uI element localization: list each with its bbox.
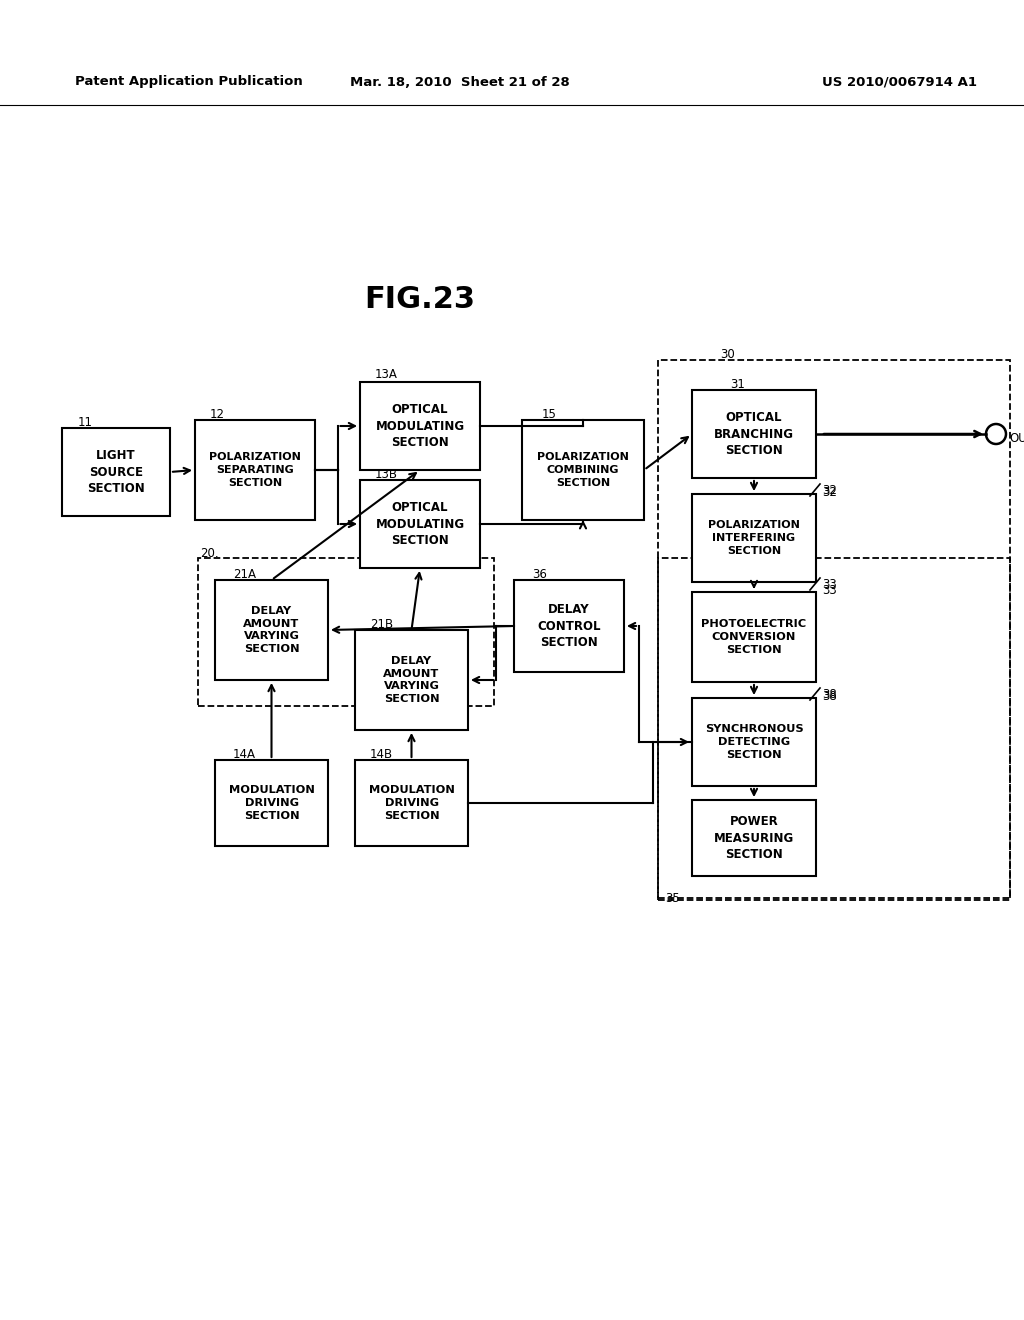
- Text: POWER
MEASURING
SECTION: POWER MEASURING SECTION: [714, 814, 795, 861]
- Text: OUT: OUT: [1009, 432, 1024, 445]
- Text: OPTICAL
MODULATING
SECTION: OPTICAL MODULATING SECTION: [376, 403, 465, 449]
- Text: 33: 33: [822, 578, 837, 590]
- Text: OPTICAL
MODULATING
SECTION: OPTICAL MODULATING SECTION: [376, 502, 465, 546]
- Text: 21B: 21B: [370, 618, 393, 631]
- Bar: [658, 360, 1010, 900]
- Text: MODULATION
DRIVING
SECTION: MODULATION DRIVING SECTION: [369, 785, 455, 821]
- Text: 30: 30: [720, 348, 735, 360]
- Bar: [195, 420, 315, 520]
- Text: 36: 36: [532, 568, 547, 581]
- Text: DELAY
AMOUNT
VARYING
SECTION: DELAY AMOUNT VARYING SECTION: [244, 606, 300, 655]
- Text: 35: 35: [665, 892, 680, 906]
- Bar: [62, 428, 170, 516]
- Text: 15: 15: [542, 408, 557, 421]
- Text: Patent Application Publication: Patent Application Publication: [75, 75, 303, 88]
- Text: 14B: 14B: [370, 748, 393, 762]
- Text: LIGHT
SOURCE
SECTION: LIGHT SOURCE SECTION: [87, 449, 144, 495]
- Bar: [692, 800, 816, 876]
- Text: 38: 38: [822, 688, 837, 701]
- Bar: [522, 420, 644, 520]
- Bar: [215, 579, 328, 680]
- Text: 32: 32: [822, 486, 837, 499]
- Bar: [355, 760, 468, 846]
- Text: 13A: 13A: [375, 368, 398, 381]
- Bar: [360, 480, 480, 568]
- Text: 14A: 14A: [233, 748, 256, 762]
- Text: DELAY
AMOUNT
VARYING
SECTION: DELAY AMOUNT VARYING SECTION: [383, 656, 439, 704]
- Text: 38: 38: [822, 690, 837, 704]
- Text: 11: 11: [78, 416, 93, 429]
- Text: DELAY
CONTROL
SECTION: DELAY CONTROL SECTION: [538, 603, 601, 649]
- Text: OPTICAL
BRANCHING
SECTION: OPTICAL BRANCHING SECTION: [714, 411, 794, 457]
- Text: US 2010/0067914 A1: US 2010/0067914 A1: [822, 75, 978, 88]
- Text: POLARIZATION
INTERFERING
SECTION: POLARIZATION INTERFERING SECTION: [708, 520, 800, 556]
- Text: 31: 31: [730, 378, 744, 391]
- Bar: [198, 558, 494, 706]
- Bar: [360, 381, 480, 470]
- Text: 33: 33: [822, 583, 837, 597]
- Bar: [215, 760, 328, 846]
- Bar: [692, 698, 816, 785]
- Text: POLARIZATION
SEPARATING
SECTION: POLARIZATION SEPARATING SECTION: [209, 453, 301, 488]
- Text: SYNCHRONOUS
DETECTING
SECTION: SYNCHRONOUS DETECTING SECTION: [705, 725, 803, 760]
- Text: Mar. 18, 2010  Sheet 21 of 28: Mar. 18, 2010 Sheet 21 of 28: [350, 75, 570, 88]
- Bar: [355, 630, 468, 730]
- Text: 21A: 21A: [233, 568, 256, 581]
- Text: POLARIZATION
COMBINING
SECTION: POLARIZATION COMBINING SECTION: [537, 453, 629, 488]
- Text: 20.: 20.: [200, 546, 219, 560]
- Bar: [514, 579, 624, 672]
- Text: 32: 32: [822, 483, 837, 496]
- Text: 12: 12: [210, 408, 225, 421]
- Bar: [658, 558, 1010, 898]
- Text: 13B: 13B: [375, 469, 398, 480]
- Bar: [692, 389, 816, 478]
- Text: PHOTOELECTRIC
CONVERSION
SECTION: PHOTOELECTRIC CONVERSION SECTION: [701, 619, 807, 655]
- Bar: [692, 494, 816, 582]
- Bar: [692, 591, 816, 682]
- Text: MODULATION
DRIVING
SECTION: MODULATION DRIVING SECTION: [228, 785, 314, 821]
- Text: FIG.23: FIG.23: [365, 285, 475, 314]
